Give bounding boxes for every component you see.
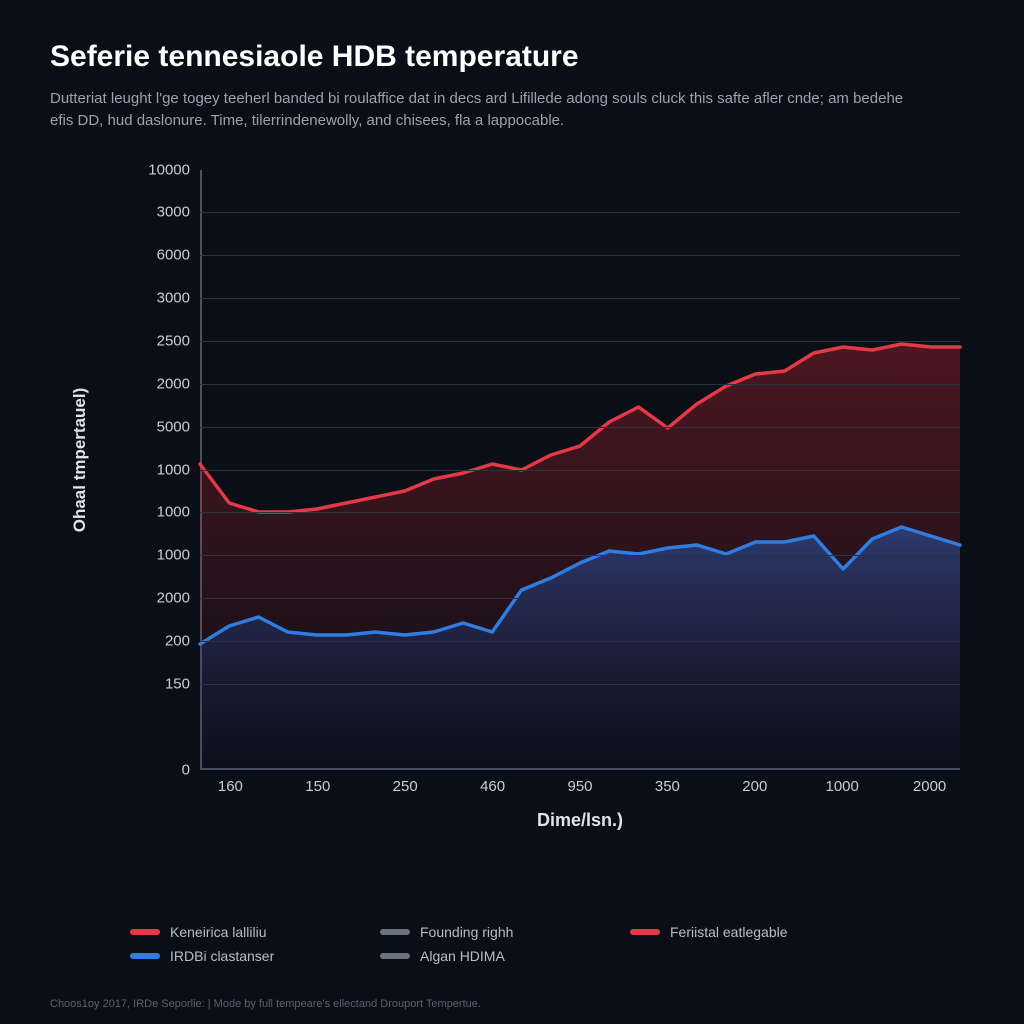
legend-swatch — [630, 929, 660, 935]
y-tick-label: 2000 — [130, 589, 190, 606]
gridline — [200, 427, 960, 428]
legend-item: Keneirica lalliliu — [130, 924, 320, 940]
y-tick-label: 150 — [130, 675, 190, 692]
legend-label: Algan HDIMA — [420, 948, 505, 964]
legend-row: IRDBi clastanser Algan HDIMA — [130, 948, 930, 964]
legend-item: IRDBi clastanser — [130, 948, 320, 964]
y-tick-label: 1000 — [130, 504, 190, 521]
x-tick-label: 200 — [742, 778, 767, 795]
legend-item: Algan HDIMA — [380, 948, 570, 964]
y-tick-label: 0 — [130, 761, 190, 778]
gridline — [200, 555, 960, 556]
legend-swatch — [380, 953, 410, 959]
legend: Keneirica lalliliu Founding righh Feriista… — [130, 924, 930, 972]
x-tick-label: 150 — [305, 778, 330, 795]
gridline — [200, 298, 960, 299]
legend-label: IRDBi clastanser — [170, 948, 274, 964]
gridline — [200, 384, 960, 385]
y-tick-label: 3000 — [130, 204, 190, 221]
legend-swatch — [130, 953, 160, 959]
legend-swatch — [380, 929, 410, 935]
legend-item: Founding righh — [380, 924, 570, 940]
gridline — [200, 598, 960, 599]
gridline — [200, 341, 960, 342]
gridline — [200, 641, 960, 642]
footer-text: Choos1oy 2017, IRDe Seporlie: | Mode by … — [50, 998, 481, 1010]
gridline — [200, 470, 960, 471]
y-tick-label: 2000 — [130, 375, 190, 392]
y-tick-label: 6000 — [130, 247, 190, 264]
y-axis-label: Ohaal tmpertauel) — [70, 387, 90, 532]
y-tick-label: 3000 — [130, 289, 190, 306]
gridline — [200, 255, 960, 256]
legend-label: Keneirica lalliliu — [170, 924, 267, 940]
x-tick-label: 460 — [480, 778, 505, 795]
x-tick-label: 350 — [655, 778, 680, 795]
x-tick-label: 250 — [393, 778, 418, 795]
y-tick-label: 1000 — [130, 461, 190, 478]
gridline — [200, 512, 960, 513]
y-tick-label: 1000 — [130, 547, 190, 564]
chart-container: Ohaal tmpertauel) Dime/lsn.) 10000300060… — [50, 160, 970, 840]
plot-area — [200, 170, 960, 770]
y-tick-label: 2500 — [130, 333, 190, 350]
legend-swatch — [130, 929, 160, 935]
y-tick-label: 5000 — [130, 418, 190, 435]
legend-item: Feriistal eatlegable — [630, 924, 820, 940]
x-tick-label: 2000 — [913, 778, 946, 795]
legend-row: Keneirica lalliliu Founding righh Feriista… — [130, 924, 930, 940]
x-tick-label: 1000 — [826, 778, 859, 795]
x-tick-label: 160 — [218, 778, 243, 795]
legend-label: Feriistal eatlegable — [670, 924, 788, 940]
page-subtitle: Dutteriat leught l'ge togey teeherl band… — [50, 88, 930, 132]
gridline — [200, 212, 960, 213]
legend-label: Founding righh — [420, 924, 513, 940]
gridline — [200, 684, 960, 685]
x-axis-label: Dime/lsn.) — [537, 810, 623, 831]
y-tick-label: 200 — [130, 633, 190, 650]
page-title: Seferie tennesiaole HDB temperature — [50, 40, 974, 74]
y-tick-label: 10000 — [130, 161, 190, 178]
x-tick-label: 950 — [567, 778, 592, 795]
